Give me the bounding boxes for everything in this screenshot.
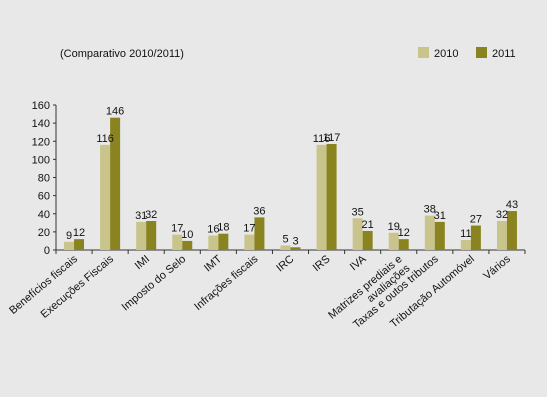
data-label-2010-7: 116 xyxy=(313,133,331,145)
legend-swatch-2010 xyxy=(418,47,429,58)
bar-2010-7 xyxy=(316,144,327,250)
data-label-2010-4: 16 xyxy=(207,224,219,236)
bar-2011-2 xyxy=(146,221,157,250)
bar-2011-4 xyxy=(218,233,229,250)
bar-2010-12 xyxy=(496,221,507,250)
bar-2010-6 xyxy=(280,245,291,250)
data-label-2010-0: 9 xyxy=(66,230,72,242)
legend-label-2010: 2010 xyxy=(434,48,458,60)
data-label-2011-11: 27 xyxy=(470,214,482,226)
chart-title: (Comparativo 2010/2011) xyxy=(60,48,184,60)
legend-swatch-2011 xyxy=(476,47,487,58)
bar-2011-10 xyxy=(434,221,445,250)
bar-2010-8 xyxy=(352,218,363,250)
data-label-2011-8: 21 xyxy=(362,219,374,231)
y-tick-label: 60 xyxy=(38,191,50,203)
y-tick-label: 140 xyxy=(32,118,50,130)
bars xyxy=(64,117,517,250)
bar-2011-12 xyxy=(506,211,517,250)
bar-2010-3 xyxy=(172,234,183,250)
data-label-2011-7: 117 xyxy=(323,132,341,144)
bar-2011-6 xyxy=(290,247,301,250)
data-label-2010-6: 5 xyxy=(282,233,288,245)
data-label-2011-5: 36 xyxy=(253,205,265,217)
bar-2011-0 xyxy=(74,239,85,250)
bar-2010-0 xyxy=(64,241,75,250)
data-label-2011-10: 31 xyxy=(434,210,446,222)
y-tick-label: 160 xyxy=(32,100,50,112)
data-label-2011-2: 32 xyxy=(145,209,157,221)
data-label-2011-9: 12 xyxy=(398,227,410,239)
data-label-2011-6: 3 xyxy=(292,235,298,247)
y-tick-label: 120 xyxy=(32,136,50,148)
data-label-2011-0: 12 xyxy=(73,227,85,239)
data-label-2010-10: 38 xyxy=(424,204,436,216)
bar-2011-11 xyxy=(470,225,481,250)
bar-2010-11 xyxy=(460,240,471,250)
data-label-2010-9: 19 xyxy=(388,221,400,233)
data-label-2011-3: 10 xyxy=(181,229,193,241)
data-label-2010-1: 116 xyxy=(96,133,114,145)
bar-2010-10 xyxy=(424,215,435,250)
data-label-2011-1: 146 xyxy=(106,106,124,118)
data-label-2011-4: 18 xyxy=(217,222,229,234)
data-label-2010-2: 31 xyxy=(135,210,147,222)
bar-2011-9 xyxy=(398,239,409,250)
bar-2010-5 xyxy=(244,234,255,250)
bar-2011-7 xyxy=(326,143,337,250)
bar-2011-3 xyxy=(182,240,193,250)
bar-2010-9 xyxy=(388,232,399,250)
data-label-2010-3: 17 xyxy=(171,223,183,235)
y-tick-label: 40 xyxy=(38,209,50,221)
bar-2011-5 xyxy=(254,217,265,250)
bar-2011-8 xyxy=(362,230,373,250)
data-label-2010-5: 17 xyxy=(243,223,255,235)
data-label-2010-11: 11 xyxy=(460,228,471,240)
bar-2010-4 xyxy=(208,235,219,250)
bar-2010-1 xyxy=(100,144,111,250)
y-tick-label: 0 xyxy=(44,245,50,257)
bar-2011-1 xyxy=(110,117,121,250)
y-tick-label: 80 xyxy=(38,173,50,185)
data-label-2010-8: 35 xyxy=(352,206,364,218)
y-tick-label: 100 xyxy=(32,154,50,166)
data-label-2011-12: 43 xyxy=(506,199,518,211)
data-label-2010-12: 32 xyxy=(496,209,508,221)
legend-label-2011: 2011 xyxy=(492,48,516,60)
y-tick-label: 20 xyxy=(38,227,50,239)
bar-2010-2 xyxy=(136,221,147,250)
legend: 2010 2011 xyxy=(418,47,516,60)
